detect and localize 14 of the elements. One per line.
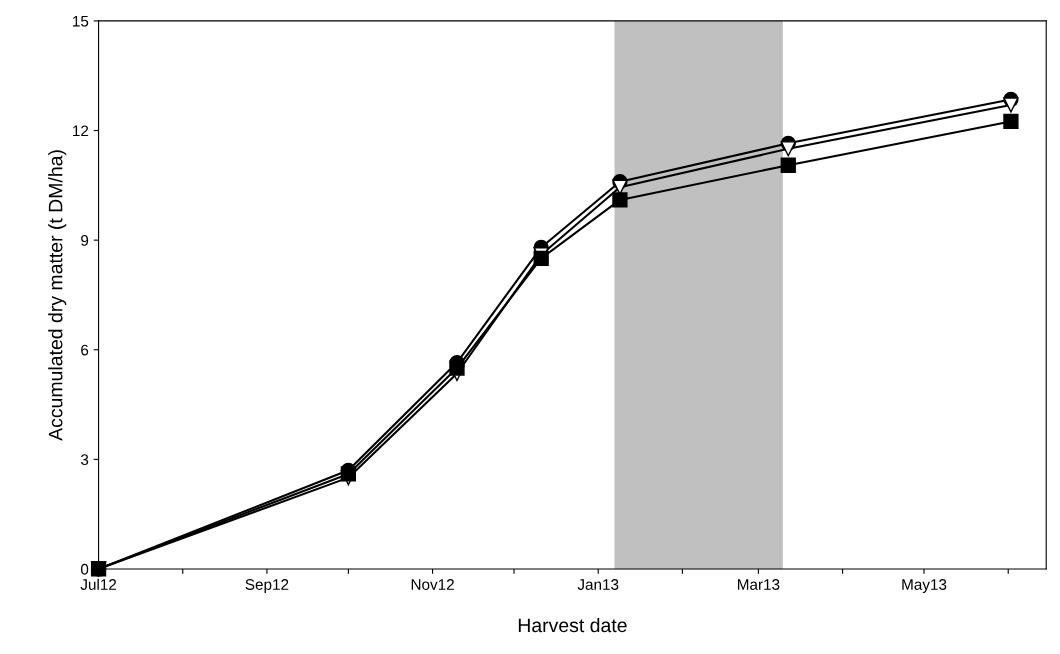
x-tick-label: Mar13 — [738, 579, 780, 590]
x-tick-label: Sep12 — [245, 579, 289, 593]
y-tick-label: 15 — [73, 15, 89, 27]
y-tick-label: 9 — [81, 235, 89, 246]
y-axis-title: Accumulated dry matter (t DM/ha) — [48, 150, 67, 441]
y-tick-label: 0 — [80, 563, 89, 575]
y-tick-label: 3 — [80, 454, 89, 466]
y-tick-label: 6 — [81, 344, 89, 356]
x-tick-label: Jul12 — [80, 578, 117, 590]
x-tick-label: Nov12 — [411, 579, 454, 590]
x-tick-label: Jan13 — [577, 579, 619, 590]
x-tick-label: May13 — [902, 579, 947, 593]
y-tick-label: 12 — [73, 125, 89, 137]
x-axis-title: Harvest date — [518, 617, 627, 633]
